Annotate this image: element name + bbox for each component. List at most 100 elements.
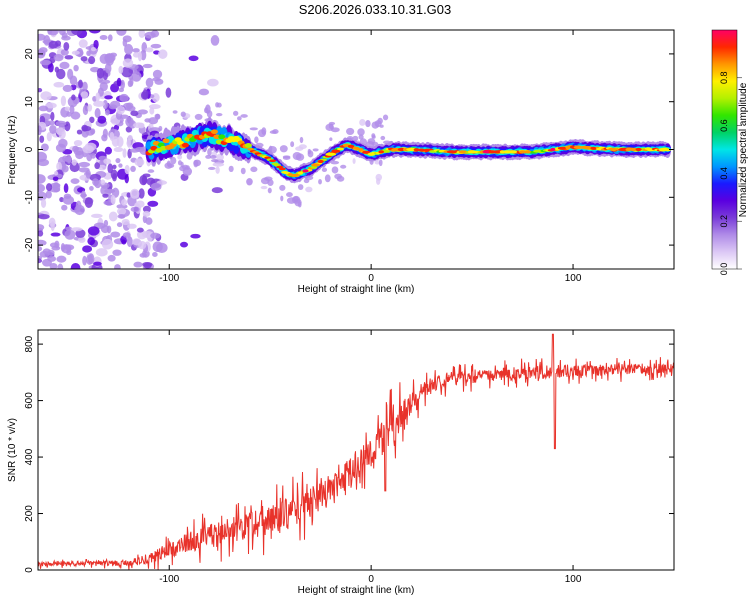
spectrogram-cell: [99, 81, 108, 92]
spectrogram-cell: [53, 81, 65, 88]
spectrogram-cell: [249, 127, 258, 131]
spectrogram-cell: [54, 240, 60, 249]
spectrogram-cell: [132, 238, 142, 246]
spectrogram-cell: [124, 43, 134, 55]
spectrogram-cell: [130, 206, 140, 213]
spectrogram-cell: [93, 39, 99, 50]
spectrogram-cell: [150, 182, 162, 191]
spectrogram-cell: [311, 163, 321, 167]
spectrogram-cell: [397, 147, 406, 152]
spectrogram-cell: [378, 159, 383, 167]
spectrogram-cell: [48, 62, 54, 73]
spectrogram-cell: [290, 141, 295, 148]
spectrogram-cell: [152, 251, 158, 257]
spectrogram-cell: [524, 150, 531, 154]
spectrogram-cell: [80, 190, 86, 199]
spectrogram-cell: [81, 125, 92, 132]
spectrogram-cell: [149, 107, 155, 115]
spectrogram-cell: [54, 66, 60, 73]
spectrogram-cell: [188, 55, 199, 62]
spectrogram-cell: [45, 102, 57, 109]
spectrogram-cell: [180, 241, 189, 248]
spectrogram-cell: [45, 183, 53, 192]
spectrogram-cell: [132, 52, 141, 58]
x-tick-label: 0: [368, 574, 374, 585]
spectrogram-cell: [250, 166, 258, 173]
spectrogram-cell: [297, 171, 304, 175]
spectrogram-cell: [107, 34, 113, 42]
spectrogram-cell: [38, 224, 45, 231]
spectrogram-cell: [99, 35, 108, 41]
spectrogram-cell: [237, 116, 242, 121]
spectrogram-cell: [55, 127, 65, 136]
spectrogram-cell: [63, 183, 69, 194]
spectrogram-cell: [213, 134, 221, 140]
spectrogram-cell: [357, 128, 365, 136]
y-tick-label: -10: [24, 190, 35, 205]
spectrogram-cell: [325, 152, 337, 156]
spectrogram-cell: [45, 190, 52, 199]
spectrogram-cell: [141, 175, 147, 185]
spectrogram-cell: [116, 105, 125, 115]
spectrogram-cell: [206, 110, 213, 118]
spectrogram-cell: [254, 136, 259, 144]
spectrogram-cell: [126, 105, 136, 112]
spectrogram-cell: [93, 261, 102, 266]
spectrogram-cell: [138, 30, 146, 38]
colorbar-tick-label: 0.0: [719, 263, 729, 276]
spectrogram-cell: [76, 47, 84, 58]
spectrogram-cell: [38, 158, 50, 167]
spectrogram-cell: [209, 155, 217, 159]
spectrogram-cell: [518, 150, 527, 154]
spectrogram-cell: [62, 84, 73, 92]
spectrogram-cell: [42, 258, 52, 267]
spectrogram-cell: [165, 87, 172, 98]
spectrogram-cell: [244, 143, 252, 148]
spectrogram-cell: [325, 123, 334, 131]
spectrogram-cell: [116, 207, 127, 215]
spectrogram-cell: [122, 58, 134, 68]
spectrogram-cell: [49, 262, 58, 269]
spectrogram-cell: [117, 214, 126, 219]
spectrogram-cell: [118, 65, 124, 74]
spectrogram-cell: [87, 253, 95, 265]
spectrogram-cell: [133, 122, 145, 129]
spectrogram-cell: [331, 166, 339, 174]
spectrogram-cell: [142, 205, 151, 213]
spectrogram-cell: [126, 236, 133, 248]
spectrogram-cell: [88, 56, 96, 65]
spectrogram-cell: [423, 148, 430, 152]
spectrogram-cell: [371, 135, 376, 139]
spectrogram-cell: [82, 104, 89, 116]
spectrogram-cell: [307, 150, 314, 158]
spectrogram-cell: [86, 50, 91, 57]
spectrogram-cell: [102, 128, 108, 139]
spectrogram-cell: [347, 144, 355, 148]
y-tick-label: -20: [24, 237, 35, 252]
y-tick-label: 800: [24, 335, 35, 352]
spectrogram-cell: [458, 150, 466, 154]
spectrogram-cell: [78, 161, 91, 168]
spectrogram-cell: [64, 106, 71, 112]
spectrogram-cell: [71, 94, 76, 101]
spectrogram-cell: [380, 135, 386, 141]
colorbar-tick-label: 0.8: [719, 72, 729, 85]
spectrogram-cell: [60, 49, 69, 56]
spectrogram-cell: [215, 166, 220, 174]
snr-ylabel: SNR (10 * v/v): [7, 418, 18, 482]
spectrogram-cell: [82, 145, 94, 154]
spectrogram-cell: [113, 124, 120, 131]
spectrogram-cell: [104, 63, 112, 74]
spectrogram-cell: [134, 158, 145, 167]
spectrogram-cell: [376, 177, 381, 185]
colorbar-frame: [711, 29, 738, 270]
spectrogram-cell: [121, 199, 128, 206]
spectrogram-cell: [70, 227, 83, 232]
spectrogram-cell: [38, 213, 50, 220]
spectrogram-cell: [210, 129, 218, 135]
spectrogram-cell: [49, 124, 57, 134]
spectrogram-data: [38, 30, 672, 269]
spectrogram-cell: [61, 35, 71, 41]
spectrogram-cell: [64, 55, 74, 60]
spectrogram-cell: [52, 176, 59, 182]
